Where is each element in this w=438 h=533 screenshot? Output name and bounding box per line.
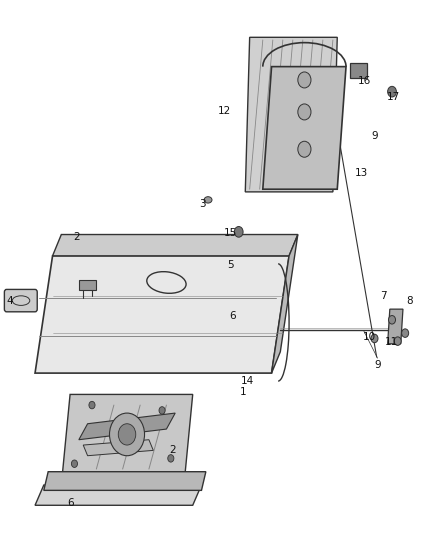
Polygon shape	[263, 67, 346, 189]
Text: 2: 2	[170, 446, 177, 455]
Circle shape	[371, 334, 378, 343]
Text: 5: 5	[227, 261, 234, 270]
Circle shape	[168, 455, 174, 462]
Polygon shape	[388, 309, 403, 344]
Text: 6: 6	[67, 498, 74, 507]
Circle shape	[110, 413, 145, 456]
Polygon shape	[53, 235, 298, 256]
Text: 9: 9	[371, 131, 378, 141]
Circle shape	[234, 227, 243, 237]
Polygon shape	[272, 235, 298, 373]
Circle shape	[118, 424, 136, 445]
Polygon shape	[83, 440, 153, 456]
Text: 16: 16	[358, 76, 371, 86]
Circle shape	[89, 401, 95, 409]
Circle shape	[298, 141, 311, 157]
Text: 14: 14	[241, 376, 254, 386]
Polygon shape	[44, 472, 206, 490]
Polygon shape	[61, 394, 193, 485]
Polygon shape	[79, 413, 175, 440]
Circle shape	[402, 329, 409, 337]
Polygon shape	[79, 280, 96, 290]
Ellipse shape	[204, 197, 212, 203]
Text: 10: 10	[363, 332, 376, 342]
Text: 15: 15	[224, 229, 237, 238]
Text: 7: 7	[380, 291, 387, 301]
Text: 3: 3	[199, 199, 206, 208]
Text: 12: 12	[218, 106, 231, 116]
Circle shape	[159, 407, 165, 414]
Text: 1: 1	[240, 387, 247, 397]
Text: 9: 9	[374, 360, 381, 370]
Text: 17: 17	[387, 92, 400, 102]
Polygon shape	[35, 256, 289, 373]
Circle shape	[389, 316, 396, 324]
Circle shape	[298, 72, 311, 88]
Text: 2: 2	[73, 232, 80, 242]
Circle shape	[394, 337, 401, 345]
Polygon shape	[35, 485, 201, 505]
Text: 4: 4	[6, 296, 13, 306]
FancyBboxPatch shape	[350, 63, 367, 78]
Text: 8: 8	[406, 296, 413, 306]
Circle shape	[298, 104, 311, 120]
FancyBboxPatch shape	[4, 289, 37, 312]
Text: 6: 6	[229, 311, 236, 320]
Polygon shape	[245, 37, 337, 192]
Text: 13: 13	[355, 168, 368, 178]
Circle shape	[71, 460, 78, 467]
Text: 11: 11	[385, 337, 398, 347]
Circle shape	[388, 86, 396, 97]
